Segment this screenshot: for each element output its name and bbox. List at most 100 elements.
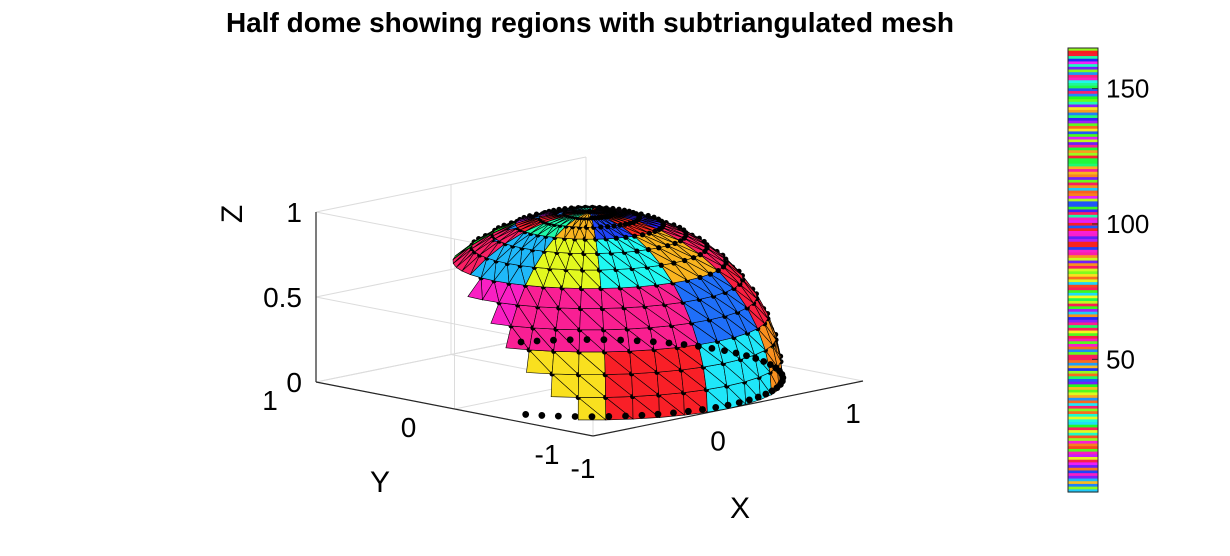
mesh-triangle [537, 224, 555, 237]
mesh-vertex [636, 215, 643, 221]
mesh-triangle [718, 270, 741, 289]
mesh-triangle [563, 225, 576, 240]
mesh-triangle [595, 238, 613, 254]
mesh-triangle [740, 358, 760, 383]
mesh-triangle [471, 235, 494, 253]
mesh-triangle [539, 213, 565, 222]
mesh-triangle [579, 307, 605, 331]
mesh-triangle [461, 254, 480, 275]
mesh-triangle [529, 223, 551, 236]
colorbar-stripe [1068, 50, 1098, 54]
colorbar-stripe [1068, 177, 1098, 181]
colorbar-stripe [1068, 341, 1098, 345]
mesh-vertex [743, 352, 750, 360]
colorbar-stripe [1068, 56, 1098, 60]
mesh-triangle [508, 264, 526, 286]
mesh-triangle [519, 220, 543, 232]
colorbar-stripe [1068, 295, 1098, 299]
mesh-triangle [582, 252, 601, 271]
mesh-vertex [665, 339, 673, 347]
mesh-triangle [631, 267, 658, 288]
mesh-vertex [768, 387, 776, 395]
y-axis-label: Y [370, 466, 390, 499]
colorbar-stripe [1068, 282, 1098, 286]
colorbar-stripe [1068, 201, 1098, 205]
mesh-triangle [554, 225, 567, 239]
colorbar-stripe [1068, 198, 1098, 202]
mesh-vertex [772, 364, 780, 372]
mesh-triangle [742, 279, 758, 300]
mesh-vertex [699, 406, 706, 413]
colorbar-stripe [1068, 292, 1098, 297]
mesh-vertex [632, 233, 638, 239]
mesh-triangle [493, 262, 510, 284]
mesh-vertex [690, 255, 697, 261]
mesh-triangle [767, 318, 777, 340]
mesh-vertex [721, 347, 728, 354]
mesh-vertex [652, 228, 658, 234]
mesh-vertex [566, 336, 574, 344]
colorbar-stripe [1068, 478, 1098, 482]
colorbar-stripe [1068, 120, 1098, 124]
mesh-triangle [687, 280, 715, 300]
y-tick-label: -1 [535, 439, 560, 470]
colorbar-stripe [1068, 268, 1098, 272]
mesh-triangle [710, 273, 735, 293]
mesh-triangle [716, 340, 742, 364]
mesh-vertex [697, 252, 703, 258]
y-tick-label: 1 [262, 385, 278, 416]
colorbar-stripe [1068, 403, 1098, 407]
colorbar-stripe [1068, 349, 1098, 353]
colorbar-stripe [1068, 327, 1098, 332]
colorbar-stripe [1068, 424, 1098, 429]
mesh-triangle [528, 327, 555, 352]
mesh-triangle [623, 307, 651, 330]
mesh-vertex [766, 361, 774, 368]
colorbar-stripe [1068, 373, 1098, 377]
colorbar-stripe [1068, 101, 1098, 106]
colorbar-stripe [1068, 214, 1098, 219]
mesh-triangle [724, 315, 749, 338]
colorbar-stripe [1068, 64, 1098, 68]
mesh-vertex [684, 407, 692, 415]
mesh-triangle [680, 369, 708, 394]
colorbar-stripe [1068, 311, 1098, 315]
mesh-triangle [739, 284, 758, 304]
mesh-triangle [664, 303, 693, 326]
mesh-triangle [673, 262, 701, 281]
mesh-triangle [516, 219, 541, 231]
mesh-triangle [638, 285, 666, 307]
colorbar-stripe [1068, 182, 1098, 186]
mesh-triangle [517, 284, 539, 308]
colorbar-stripe [1068, 134, 1098, 138]
mesh-triangle [706, 389, 729, 413]
mesh-triangle [656, 371, 685, 396]
colorbar-stripe [1068, 99, 1098, 103]
colorbar-stripe [1068, 115, 1098, 119]
mesh-vertex [517, 338, 525, 346]
mesh-vertex [583, 336, 591, 343]
colorbar-stripe [1068, 354, 1098, 359]
mesh-triangle [558, 287, 582, 309]
colorbar-stripe [1068, 344, 1098, 348]
mesh-vertex [617, 336, 625, 344]
colorbar-stripe [1068, 161, 1098, 165]
colorbar-stripe [1068, 166, 1098, 170]
mesh-triangle [724, 292, 748, 313]
mesh-triangle [623, 251, 649, 269]
colorbar-stripe [1068, 58, 1098, 63]
colorbar-stripe [1068, 322, 1098, 326]
mesh-vertex [694, 342, 702, 350]
mesh-triangle [556, 237, 571, 254]
mesh-triangle [753, 303, 769, 325]
mesh-vertex [724, 401, 732, 409]
mesh-triangle [506, 247, 523, 266]
colorbar-stripe [1068, 249, 1098, 254]
colorbar-stripe [1068, 241, 1098, 246]
mesh-triangle [583, 238, 599, 254]
colorbar-stripe [1068, 126, 1098, 130]
colorbar-stripe [1068, 470, 1098, 474]
x-tick-label: -1 [571, 453, 596, 484]
colorbar-stripe [1068, 378, 1098, 383]
